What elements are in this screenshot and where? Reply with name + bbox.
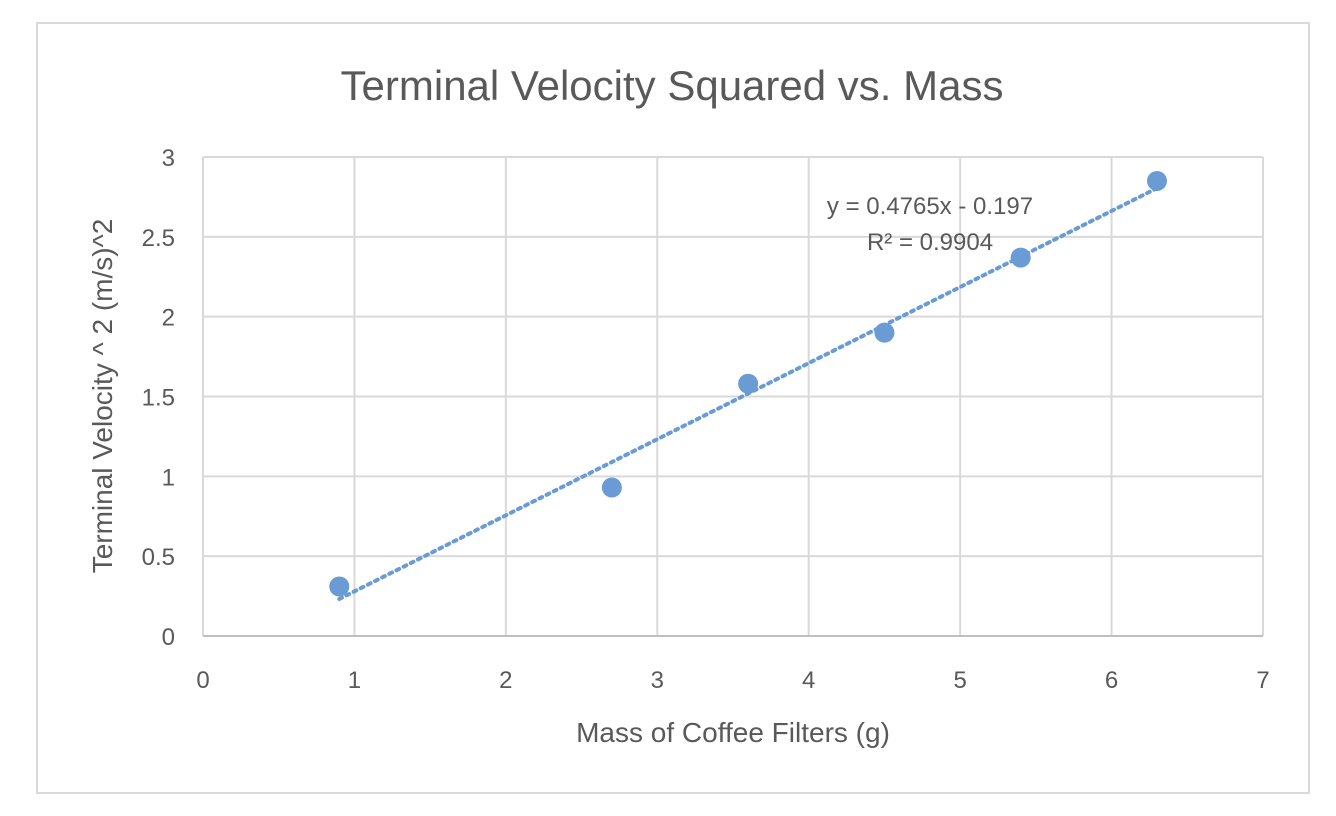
y-tick-label: 1.5 [142,385,175,412]
chart-frame [36,22,1310,794]
trendline-r-squared: R² = 0.9904 [867,229,993,256]
data-points [329,170,1167,597]
x-tick-label: 2 [499,667,512,694]
x-tick-labels: 0 1 2 3 4 5 6 7 [196,667,1269,694]
x-tick-label: 1 [348,667,361,694]
data-point [1147,170,1167,191]
y-tick-label: 2 [162,305,175,332]
x-tick-label: 4 [802,667,815,694]
x-axis-label: Mass of Coffee Filters (g) [576,717,890,748]
data-point [601,477,622,498]
x-tick-label: 3 [651,667,664,694]
gridlines [203,156,1264,636]
axes [202,157,1263,637]
data-point [738,373,759,394]
x-tick-label: 7 [1256,667,1269,694]
x-tick-label: 0 [196,667,209,694]
x-tick-label: 5 [953,667,966,694]
y-tick-label: 2.5 [142,225,175,252]
chart-title: Terminal Velocity Squared vs. Mass [341,62,1004,109]
data-point [329,576,350,597]
trendline-equation: y = 0.4765x - 0.197 [827,193,1033,220]
y-tick-label: 0 [162,624,175,651]
x-tick-label: 6 [1105,667,1118,694]
y-tick-label: 3 [162,145,175,172]
data-point [1010,247,1031,268]
y-axis-label: Terminal Velocity ^ 2 (m/s)^2 [87,219,118,574]
y-tick-labels: 0 0.5 1 1.5 2 2.5 3 [142,145,175,651]
data-point [874,322,895,343]
y-tick-label: 0.5 [142,544,175,571]
y-tick-label: 1 [162,464,175,491]
